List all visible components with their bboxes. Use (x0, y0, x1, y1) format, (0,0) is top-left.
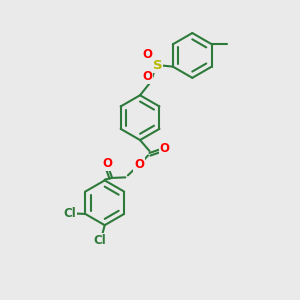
Text: Cl: Cl (94, 234, 106, 247)
Text: O: O (159, 142, 170, 155)
Text: S: S (153, 59, 162, 72)
Text: O: O (134, 158, 144, 171)
Text: O: O (103, 157, 113, 170)
Text: Cl: Cl (64, 207, 76, 220)
Text: O: O (142, 48, 152, 61)
Text: O: O (142, 70, 152, 83)
